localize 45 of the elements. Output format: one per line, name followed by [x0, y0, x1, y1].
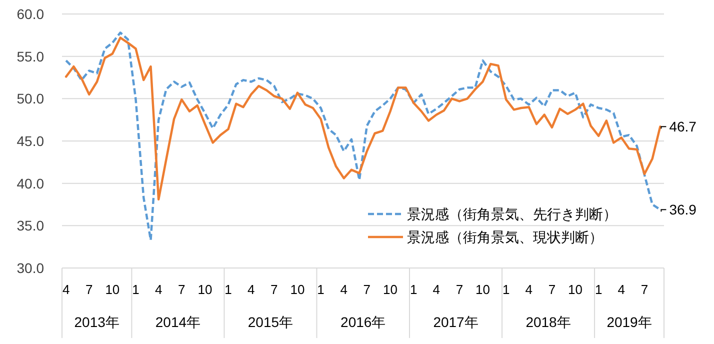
- x-tick-label: 10: [290, 282, 305, 297]
- x-tick-label: 10: [198, 282, 212, 297]
- text: 2019年: [606, 314, 652, 330]
- text: 2015年: [248, 314, 294, 330]
- x-tick-label: 10: [105, 282, 120, 297]
- x-tick-label: 1: [224, 282, 232, 297]
- text: 2014年: [155, 314, 201, 330]
- x-tick-label: 1: [410, 282, 418, 297]
- x-tick-label: 10: [476, 282, 490, 297]
- y-tick-label: 40.0: [16, 175, 44, 192]
- x-tick-label: 1: [502, 282, 510, 297]
- x-tick-label: 4: [247, 282, 255, 297]
- x-tick-label: 7: [270, 282, 278, 297]
- data-label: 36.9: [669, 202, 697, 218]
- x-tick-label: 10: [568, 282, 583, 297]
- text: 2018年: [526, 314, 571, 330]
- text: 2016年: [340, 314, 386, 330]
- x-tick-label: 4: [154, 282, 162, 297]
- x-tick-label: 7: [548, 282, 556, 297]
- y-tick-label: 50.0: [16, 90, 44, 107]
- x-tick-label: 1: [594, 282, 602, 297]
- x-tick-label: 4: [618, 282, 626, 297]
- x-tick-label: 7: [456, 282, 464, 297]
- x-tick-label: 4: [432, 282, 440, 297]
- y-tick-label: 45.0: [16, 133, 44, 149]
- legend-label: 景況感（街角景気、先行き判断）: [407, 206, 617, 222]
- y-tick-label: 60.0: [16, 6, 44, 22]
- x-tick-label: 4: [525, 282, 533, 297]
- x-tick-label: 1: [132, 282, 140, 297]
- x-tick-label: 7: [640, 282, 648, 297]
- data-label: 46.7: [669, 118, 697, 135]
- y-tick-label: 30.0: [16, 260, 44, 276]
- x-tick-label: 10: [383, 282, 398, 297]
- y-tick-label: 35.0: [16, 218, 44, 234]
- legend-label: 景況感（街角景気、現状判断）: [407, 229, 603, 245]
- x-tick-label: 7: [363, 282, 371, 297]
- x-tick-label: 7: [86, 282, 93, 297]
- text: 2013年: [74, 314, 120, 330]
- x-tick-label: 4: [340, 282, 348, 297]
- line-series: [64, 36, 662, 201]
- x-tick-label: 7: [178, 282, 186, 297]
- text: 2017年: [433, 314, 478, 330]
- y-tick-label: 55.0: [16, 48, 44, 64]
- x-tick-label: 1: [317, 282, 324, 297]
- x-tick-label: 4: [62, 282, 70, 297]
